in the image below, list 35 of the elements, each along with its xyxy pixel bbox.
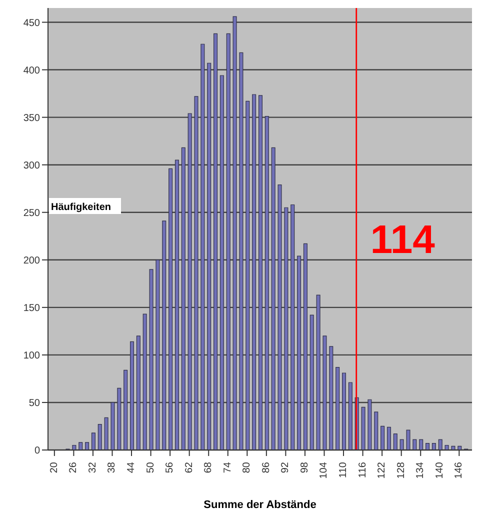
ref-line-label: 114 <box>370 218 436 262</box>
y-tick-label: 100 <box>23 350 40 362</box>
y-tick-label: 150 <box>23 302 40 314</box>
y-tick-label: 0 <box>34 446 40 457</box>
y-tick-label: 400 <box>23 65 40 76</box>
x-tick-label: 122 <box>376 462 388 479</box>
x-tick-label: 86 <box>260 462 272 474</box>
x-tick-label: 50 <box>145 462 156 474</box>
x-tick-label: 146 <box>454 462 465 479</box>
x-tick-label: 38 <box>106 462 118 474</box>
y-tick-label: 200 <box>23 255 40 266</box>
x-tick-label: 74 <box>222 462 234 474</box>
y-axis-title: Häufigkeiten <box>51 202 112 213</box>
x-tick-label: 104 <box>318 462 330 479</box>
x-tick-label: 134 <box>415 462 426 479</box>
x-tick-label: 128 <box>396 462 407 479</box>
y-tick-label: 350 <box>23 112 40 124</box>
x-tick-label: 32 <box>87 462 98 474</box>
x-axis-title: Summe der Abstände <box>204 499 316 511</box>
x-tick-label: 68 <box>203 462 214 474</box>
y-tick-label: 50 <box>28 398 40 410</box>
x-tick-label: 56 <box>164 462 176 474</box>
x-tick-label: 92 <box>280 462 292 474</box>
x-tick-label: 140 <box>434 462 446 479</box>
x-tick-label: 80 <box>242 462 253 474</box>
y-tick-label: 250 <box>23 208 40 219</box>
x-tick-label: 20 <box>48 462 60 474</box>
y-tick-label: 450 <box>23 18 40 29</box>
x-tick-label: 98 <box>299 462 310 474</box>
x-tick-label: 62 <box>184 462 195 474</box>
x-tick-label: 44 <box>126 462 138 474</box>
x-tick-label: 116 <box>357 462 368 478</box>
y-tick-label: 300 <box>23 160 40 172</box>
x-tick-label: 26 <box>68 462 80 474</box>
x-tick-label: 110 <box>338 462 350 478</box>
